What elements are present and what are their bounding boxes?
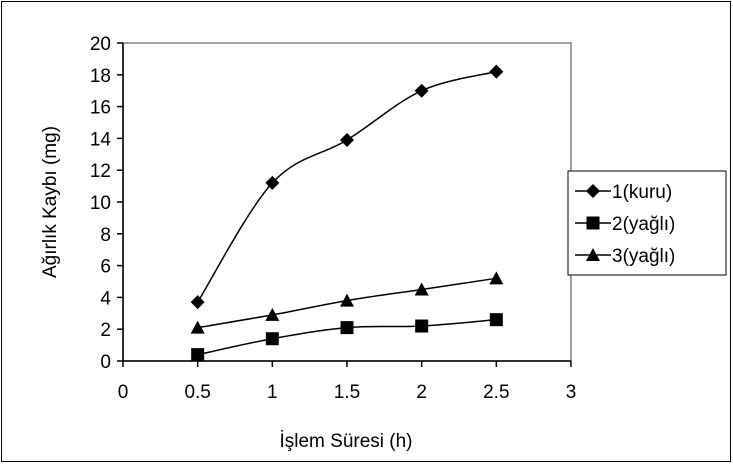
series-2 [191,313,503,362]
plot-area [122,42,572,362]
legend-label: 1(kuru) [612,182,672,203]
x-tick-label: 2 [416,382,427,403]
data-point [265,332,279,346]
legend-marker [586,184,600,198]
series-layer [190,64,504,362]
legend-item: 1(kuru) [575,182,672,203]
data-point [340,132,354,147]
x-tick-label: 3 [566,382,577,403]
x-tick-label: 0.5 [184,382,210,403]
data-point [265,307,280,321]
legend: 1(kuru) 2(yağlı) 3(yağlı) [575,182,675,267]
legend-marker [586,248,600,261]
data-point [265,175,280,190]
data-point [489,313,503,327]
data-point [489,64,504,79]
x-tick-label: 2.5 [483,382,509,403]
y-tick-label: 18 [90,66,111,87]
x-axis-title: İşlem Süresi (h) [279,431,412,452]
y-tick-label: 20 [90,34,111,55]
data-point [340,293,354,307]
series-1 [190,64,504,310]
series-3 [190,271,504,334]
legend-label: 2(yağlı) [612,214,675,235]
y-tick-label: 2 [100,320,111,341]
data-point [489,271,504,285]
y-tick-label: 4 [100,288,111,309]
legend-item: 3(yağlı) [575,246,675,267]
data-point [190,295,205,310]
y-tick-label: 16 [90,98,111,119]
data-point [415,319,429,333]
y-axis-title: Ağırlık Kaybı (mg) [40,126,61,278]
y-tick-label: 8 [100,225,111,246]
x-tick-label: 1.5 [334,382,360,403]
x-tick-label: 0 [118,382,129,403]
data-point [191,348,205,362]
data-point [414,83,429,98]
y-tick-label: 0 [100,352,111,373]
y-tick-label: 14 [90,129,112,150]
y-tick-label: 10 [90,193,111,214]
legend-label: 3(yağlı) [612,246,675,267]
data-point [190,320,205,334]
data-point [340,321,354,335]
data-point [414,282,429,296]
y-tick-label: 6 [100,257,111,278]
legend-item: 2(yağlı) [575,214,675,235]
y-tick-label: 12 [90,161,111,182]
legend-marker [586,216,600,230]
x-tick-label: 1 [267,382,278,403]
